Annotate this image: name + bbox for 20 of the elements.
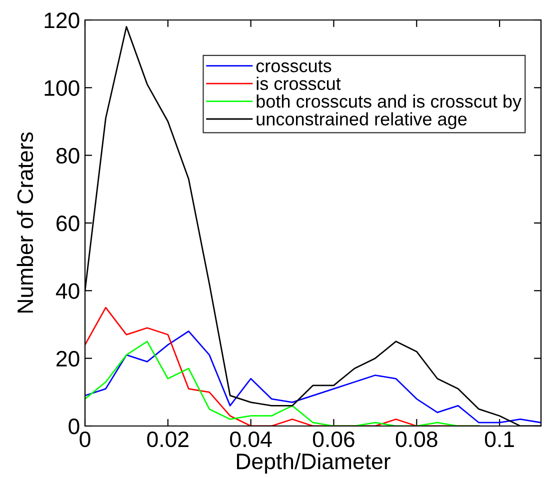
y-tick-label: 0 <box>68 418 80 434</box>
x-tick-label: 0.1 <box>484 431 514 448</box>
x-tick-label: 0.06 <box>312 431 354 448</box>
x-tick-label: 0 <box>80 431 90 448</box>
x-tick-label: 0.04 <box>230 431 272 448</box>
line-series <box>85 330 541 424</box>
legend-label: unconstrained relative age <box>256 112 467 130</box>
legend-label: both crosscuts and is crosscut by <box>256 94 522 112</box>
y-tick-label: 40 <box>56 283 80 299</box>
y-tick-label: 80 <box>56 148 80 164</box>
y-tick-label: 60 <box>56 216 80 232</box>
x-tick-label: 0.08 <box>396 431 438 448</box>
legend-label: is crosscut <box>256 76 341 90</box>
x-axis-title: Depth/Diameter <box>237 452 390 474</box>
x-tick-label: 0.02 <box>147 431 188 448</box>
y-tick-label: 20 <box>56 350 80 367</box>
y-tick-label: 120 <box>44 12 80 28</box>
y-tick-label: 100 <box>44 80 80 96</box>
y-axis-title: Number of Craters <box>16 132 34 313</box>
legend-label: crosscuts <box>256 60 332 72</box>
